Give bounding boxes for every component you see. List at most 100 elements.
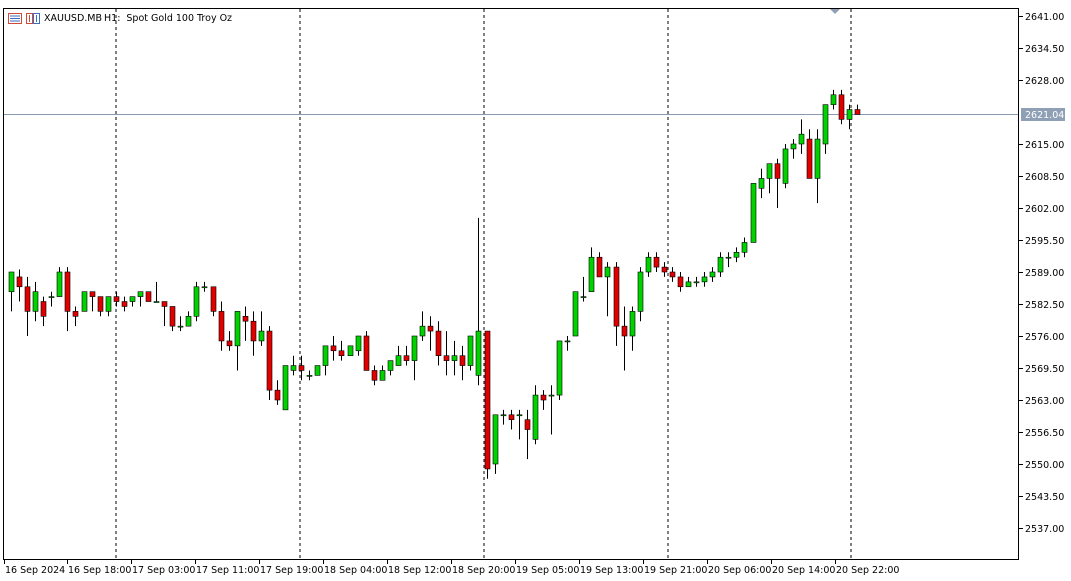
chart-plot-area[interactable] [3, 8, 1019, 560]
bullish-candle[interactable] [701, 276, 708, 283]
chart-shift-marker[interactable] [830, 9, 840, 14]
bearish-candle[interactable] [250, 320, 257, 342]
bearish-candle[interactable] [338, 350, 345, 356]
bullish-candle[interactable] [790, 143, 797, 150]
bullish-candle[interactable] [500, 414, 507, 417]
bullish-candle[interactable] [782, 148, 789, 184]
bullish-candle[interactable] [314, 365, 321, 376]
bullish-candle[interactable] [56, 271, 63, 297]
bullish-candle[interactable] [193, 286, 200, 317]
bullish-candle[interactable] [411, 335, 418, 361]
bullish-candle[interactable] [492, 414, 499, 465]
bullish-candle[interactable] [387, 360, 394, 371]
bullish-candle[interactable] [750, 183, 757, 243]
bullish-candle[interactable] [556, 340, 563, 396]
bullish-candle[interactable] [846, 109, 853, 120]
bearish-candle[interactable] [435, 330, 442, 356]
bullish-candle[interactable] [105, 296, 112, 312]
bearish-candle[interactable] [838, 94, 845, 120]
bearish-candle[interactable] [161, 301, 168, 307]
bullish-candle[interactable] [564, 340, 571, 343]
bearish-candle[interactable] [89, 291, 96, 297]
bullish-candle[interactable] [629, 311, 636, 337]
bearish-candle[interactable] [508, 414, 515, 420]
bullish-candle[interactable] [322, 345, 329, 366]
bullish-candle[interactable] [48, 296, 55, 298]
bullish-candle[interactable] [733, 252, 740, 258]
bearish-candle[interactable] [540, 394, 547, 401]
bullish-candle[interactable] [580, 296, 587, 298]
one-click-trading-icon[interactable] [26, 12, 40, 24]
bearish-candle[interactable] [669, 271, 676, 278]
chart-window-menu-icon[interactable] [8, 12, 22, 24]
bullish-candle[interactable] [572, 291, 579, 337]
bearish-candle[interactable] [677, 276, 684, 288]
bullish-candle[interactable] [177, 325, 184, 328]
bearish-candle[interactable] [169, 306, 176, 327]
bullish-candle[interactable] [685, 281, 692, 288]
bullish-candle[interactable] [258, 330, 265, 342]
bullish-candle[interactable] [306, 375, 313, 377]
bearish-candle[interactable] [113, 296, 120, 302]
bearish-candle[interactable] [64, 271, 71, 312]
bearish-candle[interactable] [298, 365, 305, 371]
bullish-candle[interactable] [475, 330, 482, 376]
bullish-candle[interactable] [8, 271, 15, 292]
bullish-candle[interactable] [81, 291, 88, 312]
bearish-candle[interactable] [427, 325, 434, 332]
bearish-candle[interactable] [274, 389, 281, 401]
bullish-candle[interactable] [290, 365, 297, 371]
bullish-candle[interactable] [153, 301, 160, 303]
bullish-candle[interactable] [588, 256, 595, 292]
bearish-candle[interactable] [443, 355, 450, 361]
bearish-candle[interactable] [226, 340, 233, 347]
bullish-candle[interactable] [830, 94, 837, 105]
bearish-candle[interactable] [854, 109, 861, 115]
bearish-candle[interactable] [403, 355, 410, 361]
bearish-candle[interactable] [330, 345, 337, 352]
bullish-candle[interactable] [741, 242, 748, 253]
bullish-candle[interactable] [137, 291, 144, 297]
bullish-candle[interactable] [709, 271, 716, 278]
bearish-candle[interactable] [653, 256, 660, 268]
bullish-candle[interactable] [467, 335, 474, 366]
bullish-candle[interactable] [548, 394, 555, 397]
bullish-candle[interactable] [814, 138, 821, 179]
bearish-candle[interactable] [613, 266, 620, 327]
bullish-candle[interactable] [234, 311, 241, 347]
bearish-candle[interactable] [266, 330, 273, 391]
bearish-candle[interactable] [363, 335, 370, 371]
bullish-candle[interactable] [532, 394, 539, 440]
bearish-candle[interactable] [145, 291, 152, 302]
bullish-candle[interactable] [717, 256, 724, 273]
bullish-candle[interactable] [798, 133, 805, 145]
bearish-candle[interactable] [774, 163, 781, 179]
bearish-candle[interactable] [596, 256, 603, 278]
bullish-candle[interactable] [516, 414, 523, 417]
bearish-candle[interactable] [72, 311, 79, 317]
bullish-candle[interactable] [129, 296, 136, 302]
bearish-candle[interactable] [459, 355, 466, 366]
bearish-candle[interactable] [121, 301, 128, 307]
bullish-candle[interactable] [451, 355, 458, 361]
bullish-candle[interactable] [282, 365, 289, 411]
bullish-candle[interactable] [645, 256, 652, 273]
bullish-candle[interactable] [758, 178, 765, 189]
bullish-candle[interactable] [419, 325, 426, 337]
bearish-candle[interactable] [242, 316, 249, 322]
bullish-candle[interactable] [185, 316, 192, 327]
bearish-candle[interactable] [371, 370, 378, 381]
bullish-candle[interactable] [32, 291, 39, 312]
bullish-candle[interactable] [379, 370, 386, 381]
bearish-candle[interactable] [484, 330, 491, 470]
bearish-candle[interactable] [40, 301, 47, 317]
bearish-candle[interactable] [806, 138, 813, 179]
bearish-candle[interactable] [524, 419, 531, 430]
bearish-candle[interactable] [210, 286, 217, 312]
bullish-candle[interactable] [637, 271, 644, 312]
bullish-candle[interactable] [355, 335, 362, 352]
bullish-candle[interactable] [347, 345, 354, 356]
bearish-candle[interactable] [218, 311, 225, 342]
bearish-candle[interactable] [16, 276, 23, 288]
bullish-candle[interactable] [693, 281, 700, 284]
